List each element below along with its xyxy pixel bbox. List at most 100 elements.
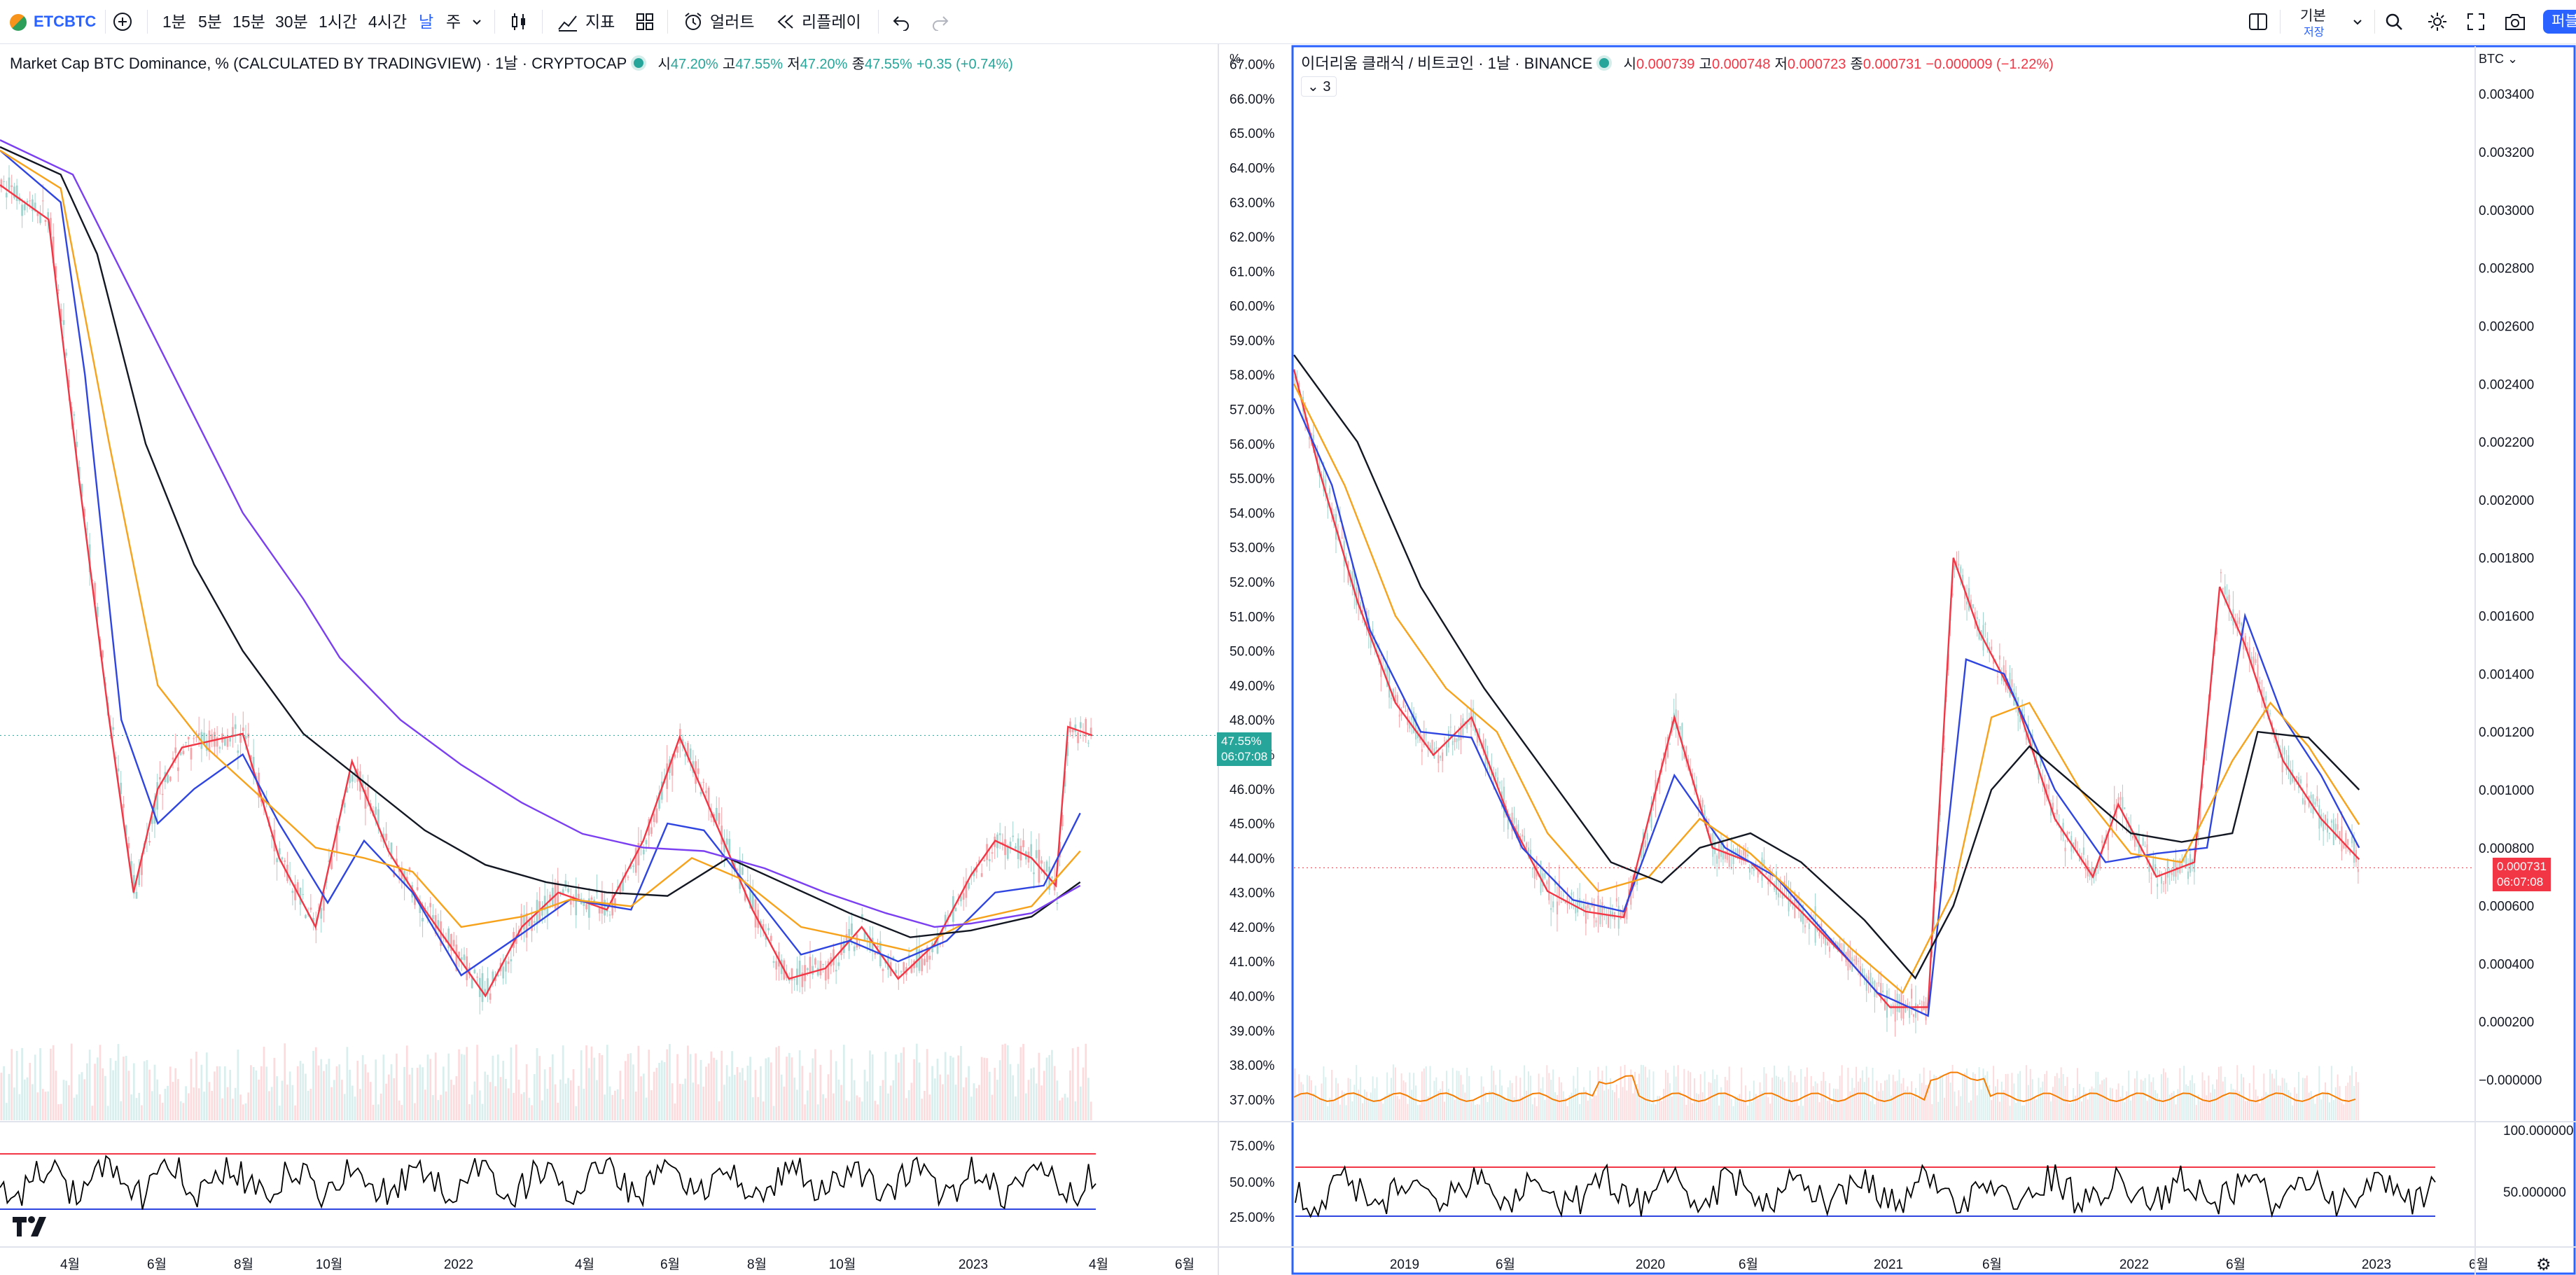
candle-body <box>1827 942 1829 945</box>
right-chart-title[interactable]: 이더리움 클래식 / 비트코인 · 1날 · BINANCE <box>1301 55 1593 72</box>
volume-bar <box>1745 1085 1747 1120</box>
candle-body <box>1066 741 1069 756</box>
candle-body <box>1445 741 1447 756</box>
indicators-icon[interactable] <box>557 11 579 32</box>
time-axes[interactable]: 4월 6월 8월 10월 2022 4월 6월 8월 10월 2023 4월 6월 2019 6월 2020… <box>60 1255 2551 1274</box>
redo-icon[interactable] <box>931 13 949 31</box>
interval-5m[interactable]: 5분 <box>198 13 222 31</box>
interval-15m[interactable]: 15분 <box>232 13 265 31</box>
replay-rewind-icon[interactable] <box>776 13 795 31</box>
volume-bar <box>513 1092 515 1120</box>
interval-1d[interactable]: 날 <box>419 13 434 31</box>
open-label: 시 <box>1623 57 1636 72</box>
volume-bar <box>244 1103 247 1120</box>
layout-save-status[interactable]: 저장 <box>2304 27 2325 39</box>
volume-bar <box>1367 1097 1370 1120</box>
volume-bar <box>2255 1089 2257 1120</box>
indicators-collapse-button[interactable]: ⌄ 3 <box>1301 76 1337 97</box>
volume-bar <box>1478 1104 1480 1120</box>
replay-button[interactable]: 리플레이 <box>802 13 861 31</box>
volume-bar <box>505 1078 507 1120</box>
price-tick-label: 0.001800 <box>2479 552 2534 566</box>
candle-body <box>853 946 856 952</box>
candle-body <box>2171 872 2173 875</box>
candle-body <box>442 935 445 938</box>
candles-type-icon[interactable] <box>508 11 529 32</box>
volume-bar <box>216 1066 218 1120</box>
candle-body <box>549 894 551 902</box>
volume-bar <box>2199 1101 2201 1120</box>
volume-bar <box>587 1068 590 1120</box>
chevron-down-icon[interactable] <box>471 15 483 28</box>
candle-body <box>510 959 513 962</box>
templates-grid-icon[interactable] <box>635 12 655 32</box>
candle-body <box>247 733 250 738</box>
volume-bar <box>1460 1075 1462 1120</box>
volume-bar <box>1501 1085 1503 1120</box>
undo-icon[interactable] <box>892 13 910 31</box>
layout-split-icon[interactable] <box>2248 11 2269 32</box>
volume-bar <box>1372 1076 1374 1120</box>
volume-bar <box>68 1085 70 1120</box>
candle-body <box>653 814 655 823</box>
interval-1m[interactable]: 1분 <box>162 13 186 31</box>
tradingview-logo-icon[interactable] <box>11 1214 49 1238</box>
volume-bar <box>2302 1078 2304 1120</box>
volume-bar <box>2064 1085 2066 1120</box>
candle-body <box>1544 872 1546 879</box>
layout-name[interactable]: 기본 <box>2300 8 2326 24</box>
volume-bar <box>1865 1066 1867 1120</box>
interval-4h[interactable]: 4시간 <box>368 13 408 31</box>
alert-button[interactable]: 얼러트 <box>710 13 755 31</box>
volume-bar <box>2173 1091 2175 1120</box>
volume-bar <box>1739 1094 1741 1120</box>
left-chart-title[interactable]: Market Cap BTC Dominance, % (CALCULATED … <box>10 55 627 72</box>
candle-body <box>718 813 720 825</box>
candle-body <box>1657 783 1659 787</box>
candle-body <box>104 682 106 686</box>
candle-body <box>1661 762 1663 772</box>
candle-body <box>2117 797 2119 807</box>
volume-bar <box>1708 1082 1710 1120</box>
volume-bar <box>564 1083 567 1120</box>
candle-body <box>931 942 933 953</box>
volume-bar <box>1900 1083 1902 1120</box>
volume-bar <box>1447 1089 1449 1120</box>
candle-body <box>1507 819 1509 830</box>
publish-button[interactable]: 퍼블 <box>2543 10 2576 34</box>
volume-bar <box>2341 1102 2343 1120</box>
candle-body <box>333 850 335 853</box>
candle-body <box>1962 574 1964 587</box>
volume-bar <box>1056 1080 1059 1120</box>
volume-bar <box>299 1061 302 1120</box>
toolbar-divider <box>147 10 148 34</box>
candle-body <box>796 968 798 985</box>
volume-bar <box>744 1080 746 1120</box>
volume-bar <box>1776 1075 1777 1120</box>
fullscreen-icon[interactable] <box>2466 12 2486 32</box>
volume-bar <box>2273 1078 2275 1120</box>
volume-bar <box>1937 1101 1940 1120</box>
volume-bar <box>1435 1077 1437 1120</box>
volume-bar <box>1558 1077 1560 1120</box>
candle-body <box>1027 851 1030 863</box>
candle-body <box>343 802 346 808</box>
gear-icon[interactable] <box>2427 11 2448 32</box>
candle-body <box>1923 1001 1925 1010</box>
interval-1h[interactable]: 1시간 <box>319 13 358 31</box>
chevron-down-icon[interactable] <box>2351 15 2364 28</box>
indicators-button[interactable]: 지표 <box>585 13 615 31</box>
alarm-clock-icon[interactable] <box>683 11 704 32</box>
camera-icon[interactable] <box>2504 11 2526 32</box>
search-icon[interactable] <box>2384 12 2404 32</box>
left-price-axis[interactable]: 67.00%66.00%65.00%64.00%63.00%62.00%61.0… <box>1230 52 1275 1108</box>
candle-body <box>2029 737 2031 750</box>
interval-1w[interactable]: 주 <box>446 13 461 31</box>
right-price-axis[interactable]: 0.0034000.0032000.0030000.0028000.002600… <box>2479 52 2542 1088</box>
candle-body <box>684 753 687 757</box>
candle-body <box>29 200 32 202</box>
candle-body <box>1896 994 1898 1012</box>
interval-30m[interactable]: 30분 <box>275 13 308 31</box>
symbol-search-button[interactable]: ETCBTC <box>34 13 97 30</box>
compare-add-icon[interactable] <box>112 11 133 32</box>
